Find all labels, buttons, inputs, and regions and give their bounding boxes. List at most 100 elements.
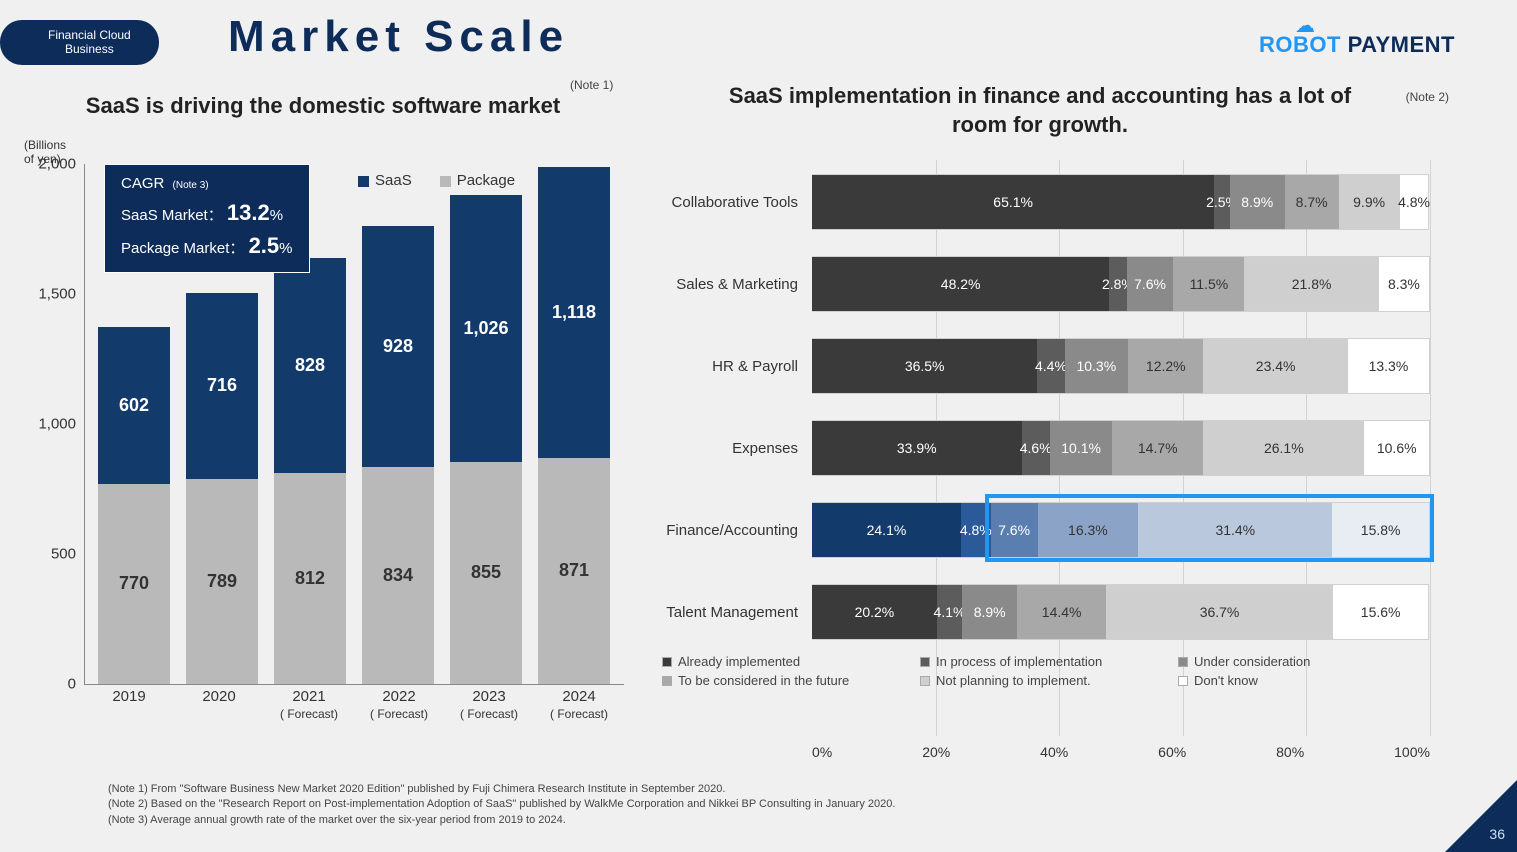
legend-item: To be considered in the future: [662, 673, 920, 688]
hbar-segment: 8.3%: [1379, 256, 1430, 312]
legend-swatch: [662, 657, 672, 667]
cagr-box: CAGR (Note 3) SaaS Market： 13.2% Package…: [104, 164, 310, 273]
bar-segment-package: 812: [274, 473, 346, 684]
legend-item: Don't know: [1178, 673, 1436, 688]
hbar-segment: 4.1%: [937, 584, 962, 640]
x-label: 2019: [93, 688, 165, 721]
x-label: 2023( Forecast): [453, 688, 525, 721]
hbar: 36.5%4.4%10.3%12.2%23.4%13.3%: [812, 338, 1430, 394]
legend-item: Not planning to implement.: [920, 673, 1178, 688]
y-tick: 2,000: [38, 156, 76, 173]
bar-column: 789716: [186, 293, 258, 684]
bar-segment-saas: 1,026: [450, 195, 522, 462]
right-subtitle: SaaS implementation in finance and accou…: [640, 82, 1440, 139]
legend-label: Not planning to implement.: [936, 673, 1091, 688]
cagr-row2: Package Market： 2.5%: [121, 229, 293, 262]
business-badge: Financial Cloud Business: [0, 20, 159, 65]
legend-label: In process of implementation: [936, 654, 1102, 669]
hbar-segment: 8.7%: [1285, 174, 1339, 230]
logo-text-2: PAYMENT: [1341, 32, 1455, 57]
left-chart: SaaS is driving the domestic software ma…: [18, 92, 628, 742]
legend-swatch: [920, 657, 930, 667]
x-labels: 201920202021( Forecast)2022( Forecast)20…: [84, 688, 624, 721]
cagr-title: CAGR (Note 3): [121, 173, 293, 196]
x-label: 2020: [183, 688, 255, 721]
footnote-line: (Note 2) Based on the "Research Report o…: [108, 797, 895, 812]
footnotes: (Note 1) From "Software Business New Mar…: [108, 782, 895, 828]
x-label: 2021( Forecast): [273, 688, 345, 721]
gridline: [1430, 160, 1431, 736]
hbar-segment: 23.4%: [1203, 338, 1347, 394]
x-tick: 100%: [1394, 744, 1430, 760]
hbar-segment: 10.1%: [1050, 420, 1112, 476]
slide: ☁ Financial Cloud Business Market Scale …: [0, 0, 1517, 852]
bar-column: 8551,026: [450, 195, 522, 684]
bar-segment-package: 855: [450, 462, 522, 684]
cagr-row1: SaaS Market： 13.2%: [121, 196, 293, 229]
y-tick: 0: [68, 676, 76, 693]
footnote-line: (Note 3) Average annual growth rate of t…: [108, 813, 895, 828]
bar-segment-package: 871: [538, 458, 610, 684]
y-tick: 1,000: [38, 416, 76, 433]
footnote-line: (Note 1) From "Software Business New Mar…: [108, 782, 895, 797]
hbar-segment: 4.6%: [1022, 420, 1050, 476]
hbar-label: Expenses: [640, 440, 812, 457]
x-tick: 60%: [1158, 744, 1186, 760]
hbar-row: Sales & Marketing48.2%2.8%7.6%11.5%21.8%…: [640, 256, 1430, 312]
note1-label: (Note 1): [570, 78, 613, 92]
hbar-segment: 7.6%: [991, 502, 1038, 558]
hbar-segment: 10.3%: [1065, 338, 1129, 394]
hbar-segment: 2.8%: [1109, 256, 1126, 312]
x-label: 2024( Forecast): [543, 688, 615, 721]
legend-label: Don't know: [1194, 673, 1258, 688]
page-title: Market Scale: [228, 12, 569, 62]
bar-segment-saas: 1,118: [538, 167, 610, 458]
legend-label: Under consideration: [1194, 654, 1310, 669]
hbar-segment: 65.1%: [812, 174, 1214, 230]
bar-column: 812828: [274, 258, 346, 684]
hbar-segment: 11.5%: [1173, 256, 1244, 312]
left-subtitle: SaaS is driving the domestic software ma…: [18, 92, 628, 121]
hbar-segment: 21.8%: [1244, 256, 1378, 312]
legend-swatch: [920, 676, 930, 686]
bar-segment-saas: 602: [98, 327, 170, 484]
y-tick: 1,500: [38, 286, 76, 303]
x-tick: 0%: [812, 744, 832, 760]
hbar-segment: 7.6%: [1127, 256, 1174, 312]
bar-column: 8711,118: [538, 167, 610, 684]
bar-segment-saas: 716: [186, 293, 258, 479]
hbar-label: Talent Management: [640, 604, 812, 621]
right-chart: SaaS implementation in finance and accou…: [640, 82, 1440, 742]
legend-label: To be considered in the future: [678, 673, 849, 688]
hbar-segment: 4.4%: [1037, 338, 1064, 394]
hbar-segment: 8.9%: [962, 584, 1017, 640]
legend-swatch: [662, 676, 672, 686]
right-plot: Collaborative Tools65.1%2.5%8.9%8.7%9.9%…: [640, 160, 1430, 700]
hbar-segment: 24.1%: [812, 502, 961, 558]
hbar-row: Collaborative Tools65.1%2.5%8.9%8.7%9.9%…: [640, 174, 1430, 230]
legend-swatch: [1178, 657, 1188, 667]
legend-item: Already implemented: [662, 654, 920, 669]
hbar-label: Sales & Marketing: [640, 276, 812, 293]
bar-segment-saas: 828: [274, 258, 346, 473]
bar-segment-saas: 928: [362, 226, 434, 467]
logo: ☁ ROBOT PAYMENT: [1259, 20, 1455, 58]
x-tick: 80%: [1276, 744, 1304, 760]
hbar: 65.1%2.5%8.9%8.7%9.9%4.8%: [812, 174, 1430, 230]
hbar-segment: 2.5%: [1214, 174, 1229, 230]
bar-segment-package: 770: [98, 484, 170, 684]
hbar-segment: 31.4%: [1138, 502, 1332, 558]
hbar-segment: 9.9%: [1339, 174, 1400, 230]
hbar-segment: 48.2%: [812, 256, 1109, 312]
bar-column: 834928: [362, 226, 434, 684]
x-axis-line: [84, 684, 624, 685]
hbar-label: Finance/Accounting: [640, 522, 812, 539]
hbar-segment: 36.7%: [1106, 584, 1333, 640]
bar-segment-package: 834: [362, 467, 434, 684]
x-tick: 40%: [1040, 744, 1068, 760]
hbar-segment: 14.7%: [1112, 420, 1203, 476]
hbar-segment: 26.1%: [1203, 420, 1364, 476]
hbar-segment: 15.8%: [1332, 502, 1430, 558]
badge-line1: Financial Cloud: [48, 28, 131, 42]
page-corner: [1445, 780, 1517, 852]
